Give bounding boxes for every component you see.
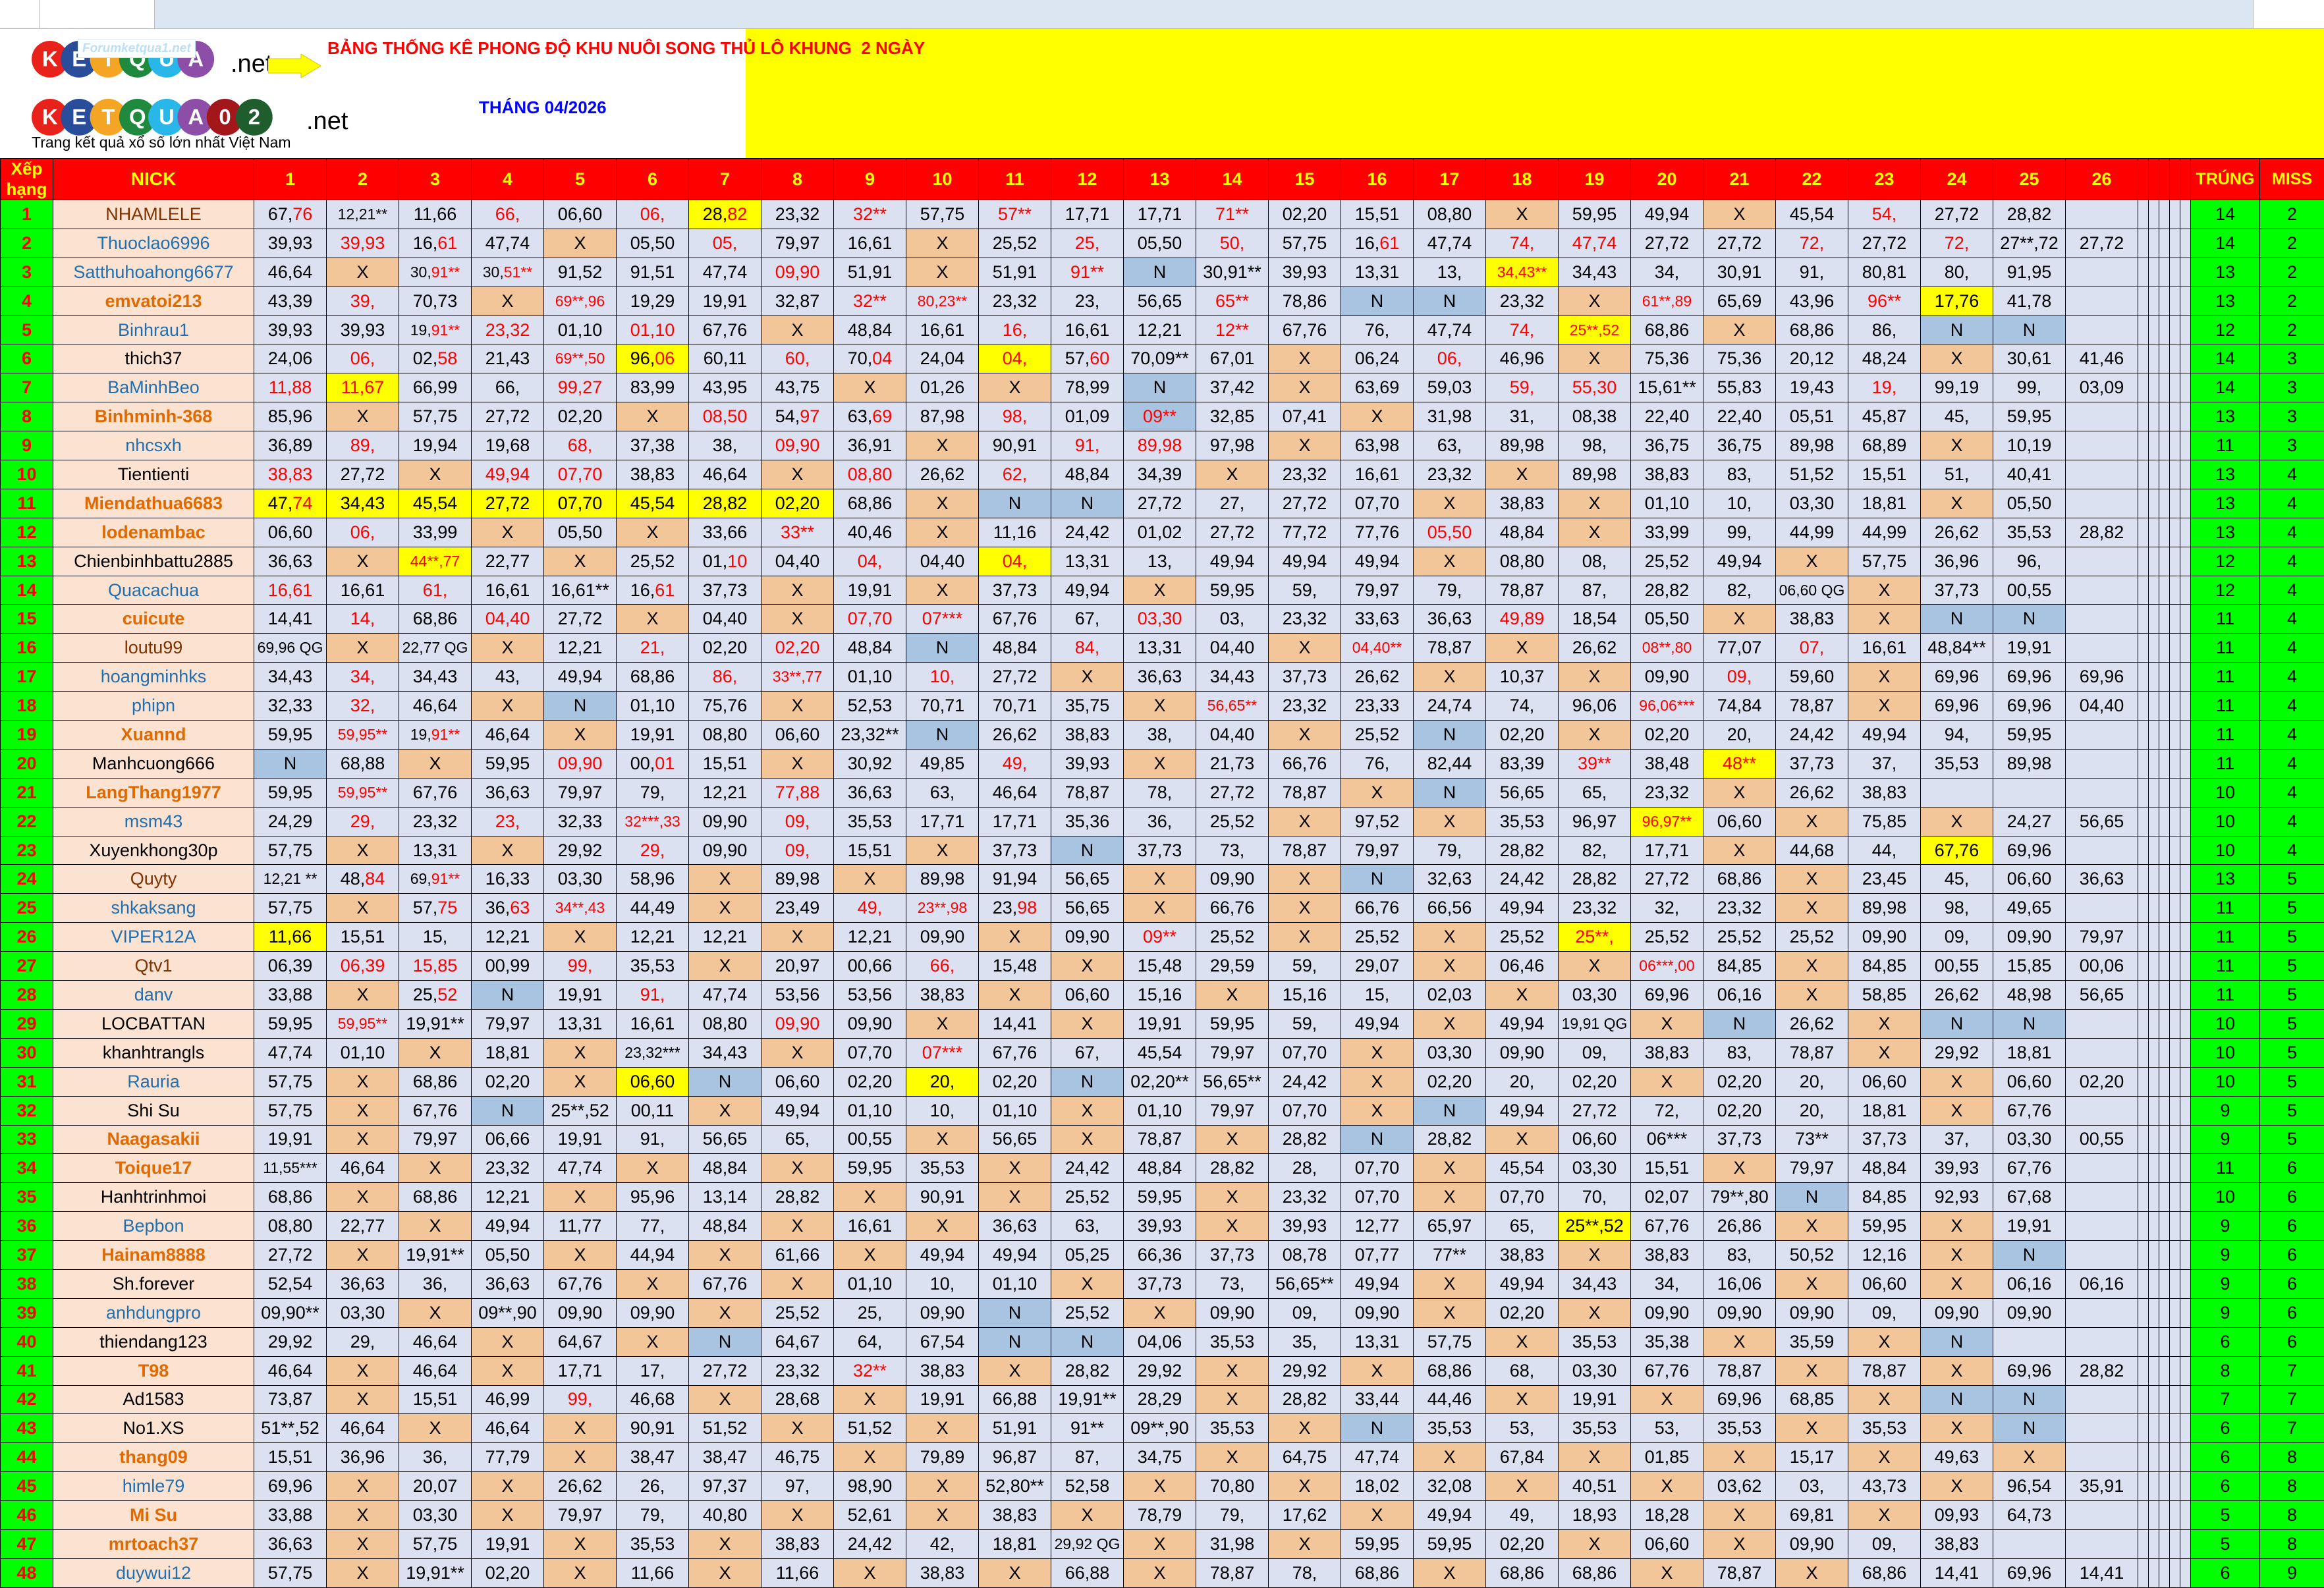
svg-text:Q: Q bbox=[129, 105, 146, 129]
svg-text:T: T bbox=[101, 105, 115, 129]
svg-text:K: K bbox=[42, 105, 58, 129]
svg-text:A: A bbox=[188, 105, 204, 129]
svg-text:2: 2 bbox=[248, 105, 260, 129]
svg-text:0: 0 bbox=[219, 105, 231, 129]
svg-text:E: E bbox=[72, 105, 86, 129]
svg-text:U: U bbox=[159, 105, 175, 129]
svg-text:K: K bbox=[42, 47, 58, 71]
